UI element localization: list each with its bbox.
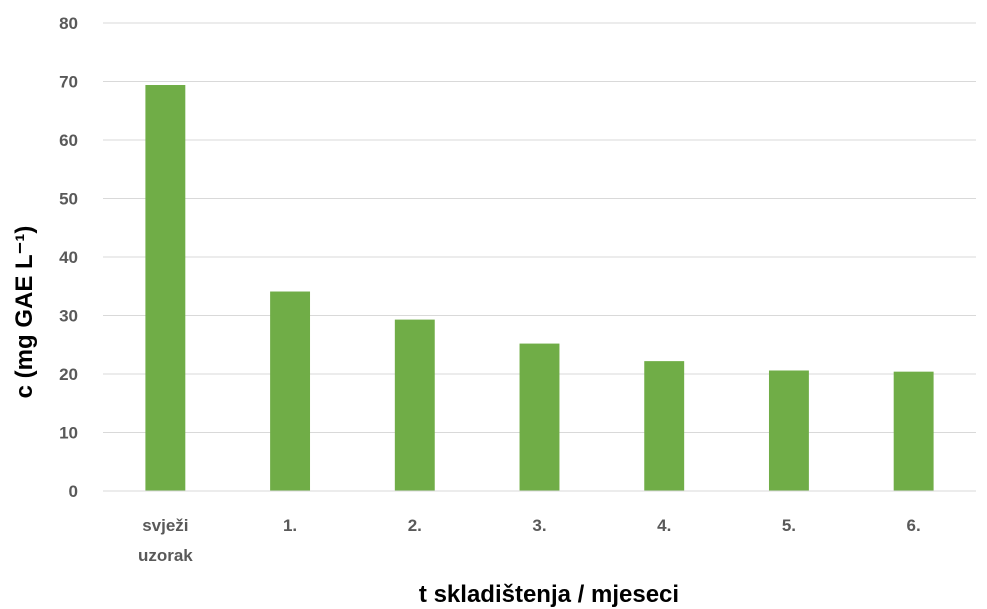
y-tick-label: 60 [59, 131, 78, 150]
bar [768, 370, 809, 491]
y-tick-label: 30 [59, 307, 78, 326]
x-tick-label: 5. [782, 516, 796, 535]
x-axis-title: t skladištenja / mjeseci [419, 581, 679, 608]
bar [519, 343, 560, 491]
y-axis-title: c (mg GAE L⁻¹) [11, 226, 38, 399]
x-tick-label: svježi uzorak [138, 516, 193, 565]
y-tick-label: 20 [59, 365, 78, 384]
bar [270, 291, 311, 491]
x-tick-label: 2. [408, 516, 422, 535]
y-tick-label: 10 [59, 424, 78, 443]
x-tick-label: 4. [657, 516, 671, 535]
y-tick-label: 80 [59, 14, 78, 33]
x-axis-ticks: svježi uzorak 1. 2. 3. 4. 5. 6. [138, 516, 921, 565]
bar [893, 371, 934, 491]
y-tick-label: 0 [69, 482, 78, 501]
bar [644, 361, 685, 491]
x-tick-label: 1. [283, 516, 297, 535]
y-axis-ticks: 0 10 20 30 40 50 60 70 80 [59, 14, 78, 501]
y-tick-label: 50 [59, 190, 78, 209]
x-tick-label: 3. [532, 516, 546, 535]
y-tick-label: 40 [59, 248, 78, 267]
x-tick-label: 6. [907, 516, 921, 535]
bars [145, 85, 934, 491]
bar [145, 85, 186, 491]
gridlines [103, 22, 976, 433]
y-tick-label: 70 [59, 73, 78, 92]
bar [394, 319, 435, 491]
